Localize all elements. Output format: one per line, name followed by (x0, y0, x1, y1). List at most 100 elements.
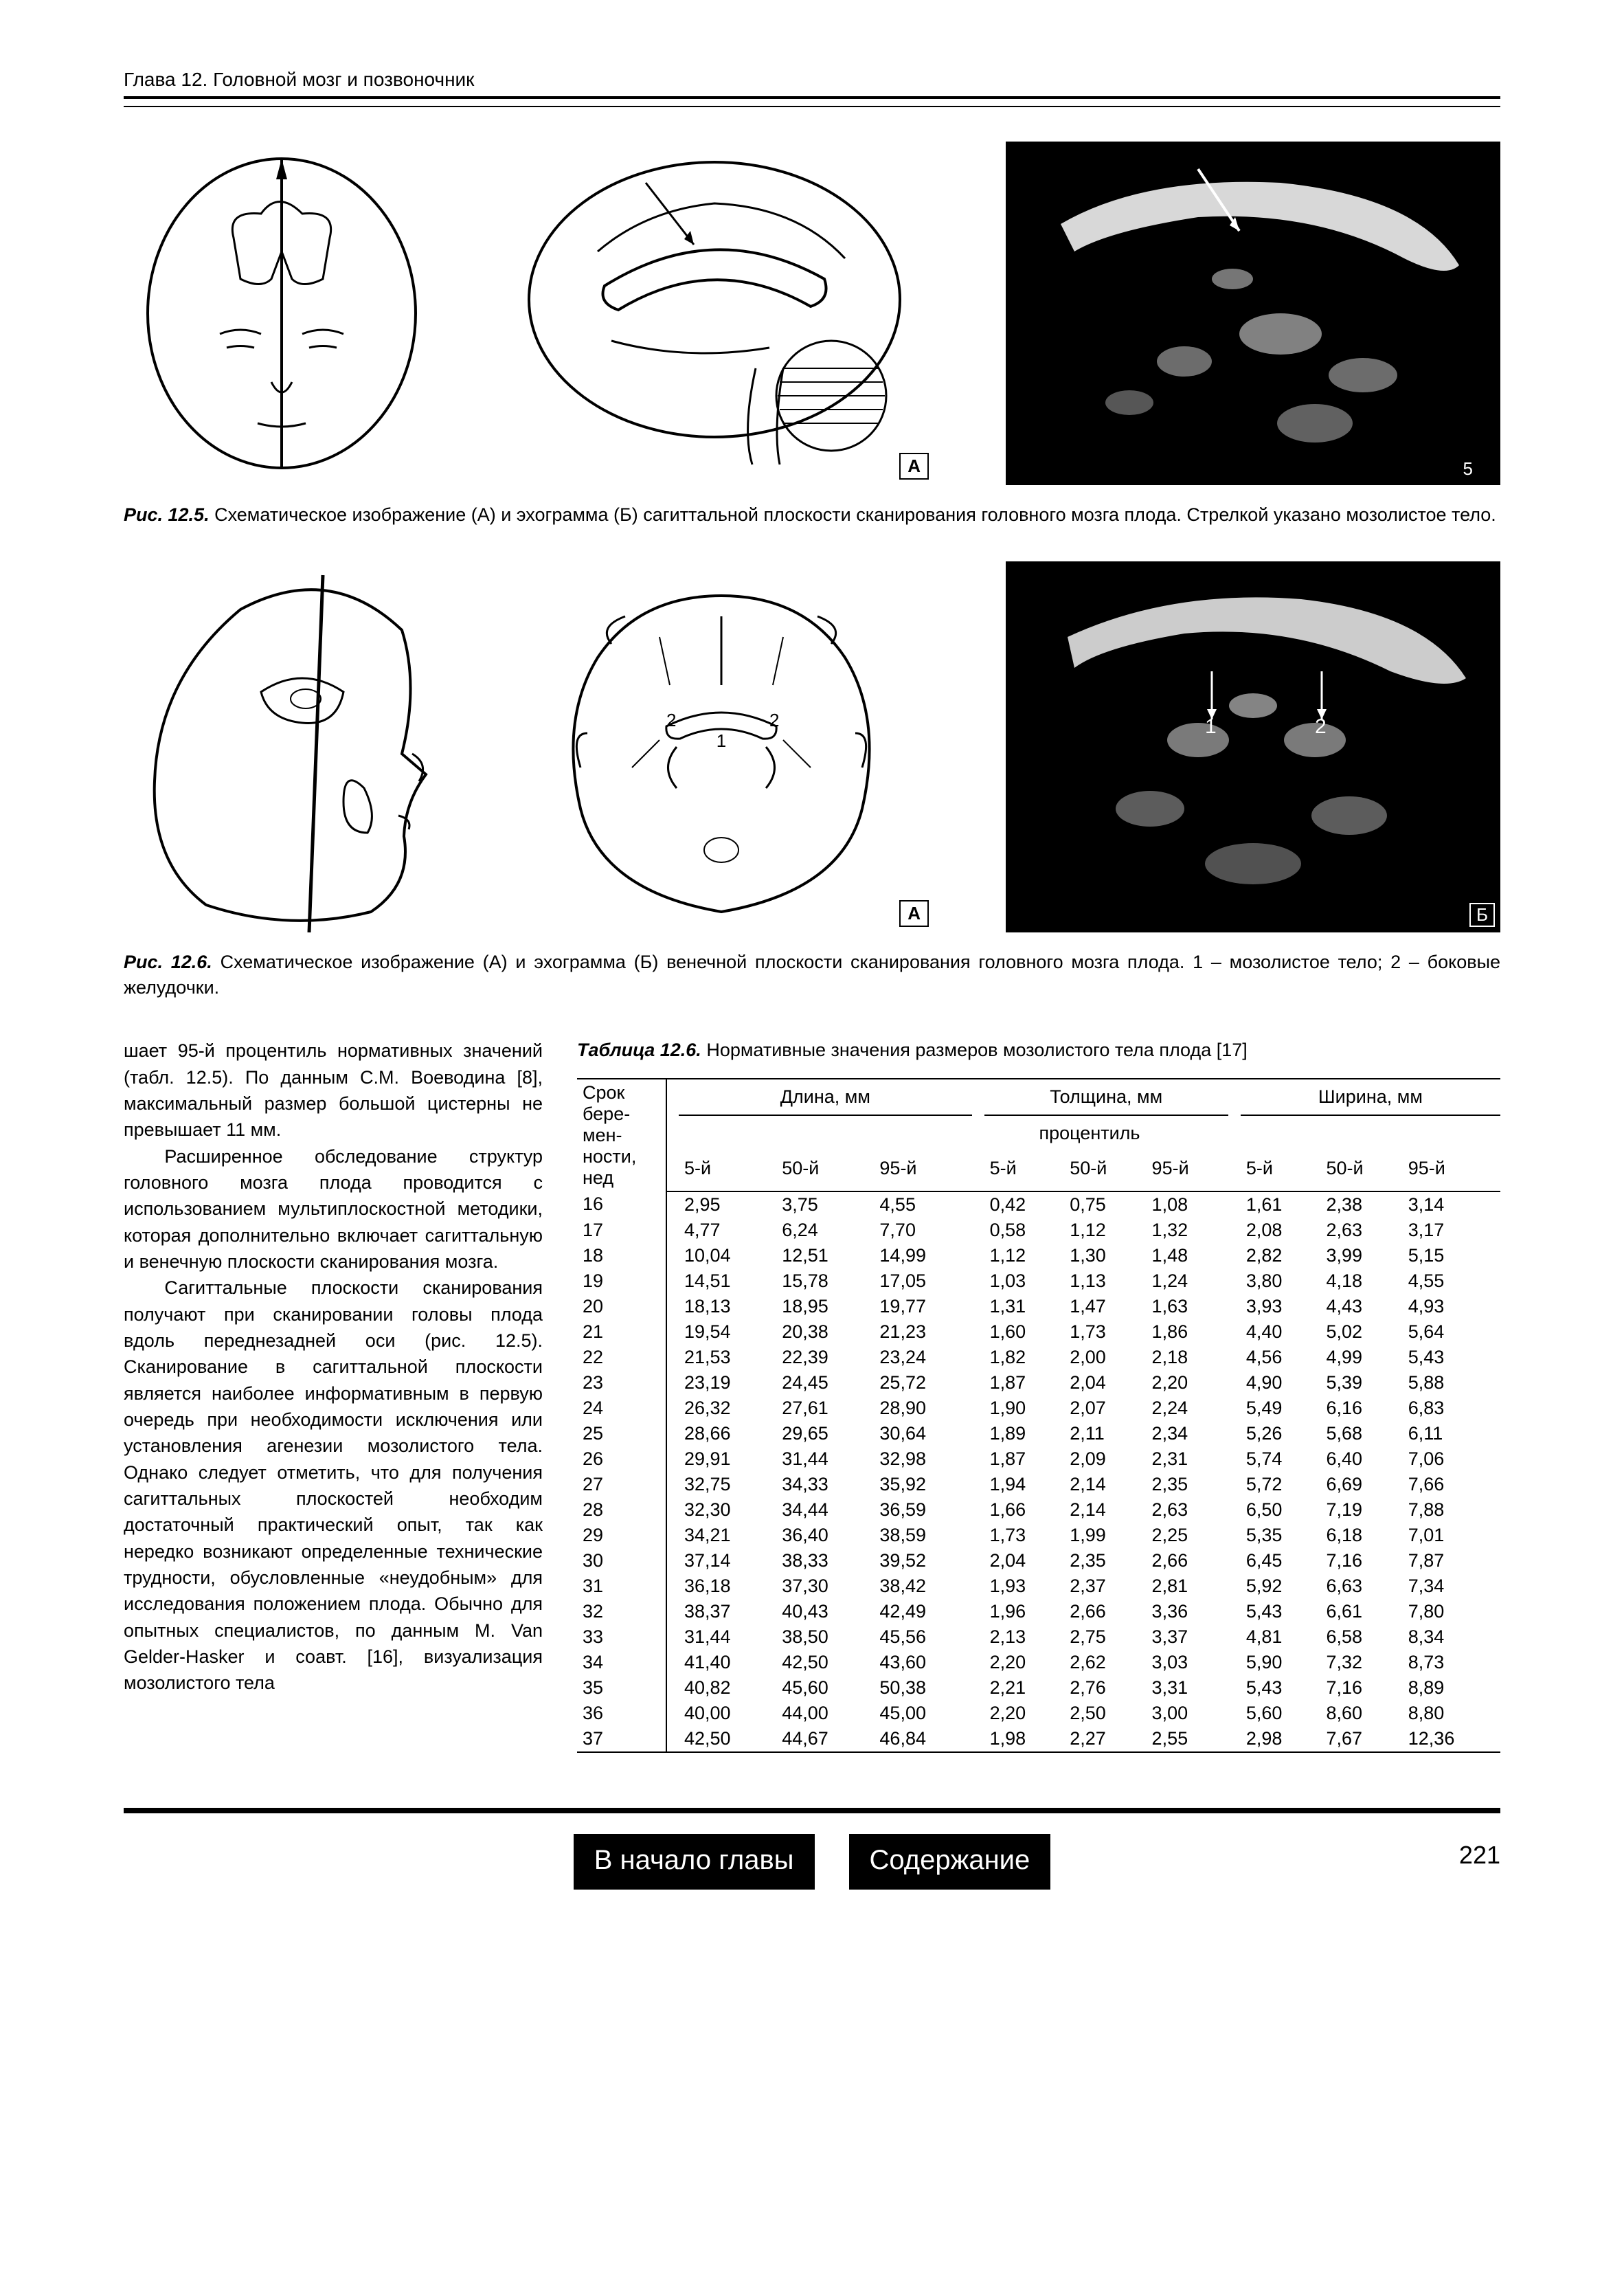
table-cell: 45,00 (874, 1701, 971, 1726)
th-l-50: 50-й (776, 1150, 874, 1191)
table-cell: 6,18 (1320, 1523, 1402, 1548)
table-cell: 40,00 (679, 1701, 776, 1726)
table-cell: 2,04 (1064, 1370, 1146, 1396)
th-l-5: 5-й (679, 1150, 776, 1191)
table-cell: 6,83 (1403, 1396, 1500, 1421)
table-cell: 1,98 (984, 1726, 1065, 1752)
table-cell: 28,66 (679, 1421, 776, 1446)
table-cell: 19 (577, 1268, 666, 1294)
body-text-column: шает 95-й процентиль нормативных значени… (124, 1038, 543, 1752)
table-cell: 23,24 (874, 1345, 971, 1370)
table-cell (972, 1345, 984, 1370)
table-cell: 2,55 (1147, 1726, 1228, 1752)
table-cell (666, 1472, 679, 1497)
table-cell: 1,90 (984, 1396, 1065, 1421)
table-cell: 7,16 (1320, 1675, 1402, 1701)
figure-12-6-caption-text: Схематическое изображение (А) и эхограмм… (124, 952, 1500, 997)
table-cell (666, 1675, 679, 1701)
table-cell: 2,37 (1064, 1574, 1146, 1599)
table-cell (1228, 1523, 1241, 1548)
table-cell: 5,60 (1241, 1701, 1321, 1726)
table-cell: 4,40 (1241, 1319, 1321, 1345)
table-cell: 3,99 (1320, 1243, 1402, 1268)
table-cell (666, 1446, 679, 1472)
table-cell: 2,63 (1147, 1497, 1228, 1523)
table-cell: 44,67 (776, 1726, 874, 1752)
table-row: 2323,1924,4525,721,872,042,204,905,395,8… (577, 1370, 1500, 1396)
table-cell: 32,30 (679, 1497, 776, 1523)
table-cell (666, 1599, 679, 1624)
table-cell: 1,47 (1064, 1294, 1146, 1319)
table-row: 3540,8245,6050,382,212,763,315,437,168,8… (577, 1675, 1500, 1701)
table-column: Таблица 12.6. Нормативные значения разме… (577, 1038, 1500, 1752)
table-cell: 2,21 (984, 1675, 1065, 1701)
content-row: шает 95-й процентиль нормативных значени… (124, 1038, 1500, 1752)
table-cell (666, 1421, 679, 1446)
figure-12-6-caption-label: Рис. 12.6. (124, 952, 212, 972)
table-cell: 5,43 (1241, 1675, 1321, 1701)
button-toc[interactable]: Содержание (849, 1834, 1051, 1890)
table-cell (666, 1319, 679, 1345)
table-row: 2732,7534,3335,921,942,142,355,726,697,6… (577, 1472, 1500, 1497)
table-cell: 34,44 (776, 1497, 874, 1523)
table-cell: 33 (577, 1624, 666, 1650)
table-row: 3238,3740,4342,491,962,663,365,436,617,8… (577, 1599, 1500, 1624)
table-cell: 5,49 (1241, 1396, 1321, 1421)
table-cell: 23,19 (679, 1370, 776, 1396)
table-cell: 2,66 (1064, 1599, 1146, 1624)
table-cell: 7,19 (1320, 1497, 1402, 1523)
table-cell (972, 1675, 984, 1701)
table-cell: 40,82 (679, 1675, 776, 1701)
table-cell (1228, 1345, 1241, 1370)
table-cell: 36 (577, 1701, 666, 1726)
table-cell: 0,75 (1064, 1191, 1146, 1218)
table-cell: 42,50 (776, 1650, 874, 1675)
table-cell (972, 1701, 984, 1726)
table-cell: 5,74 (1241, 1446, 1321, 1472)
table-12-6: Срок бере-мен-ности, нед Длина, мм Толщи… (577, 1078, 1500, 1753)
table-cell: 37,14 (679, 1548, 776, 1574)
table-cell: 1,63 (1147, 1294, 1228, 1319)
table-cell: 38,59 (874, 1523, 971, 1548)
button-chapter-start[interactable]: В начало главы (574, 1834, 815, 1890)
table-cell: 1,03 (984, 1268, 1065, 1294)
table-cell (1228, 1472, 1241, 1497)
table-cell: 20 (577, 1294, 666, 1319)
table-cell (666, 1624, 679, 1650)
table-row: 3742,5044,6746,841,982,272,552,987,6712,… (577, 1726, 1500, 1752)
table-cell: 6,61 (1320, 1599, 1402, 1624)
table-cell: 6,69 (1320, 1472, 1402, 1497)
table-cell: 1,48 (1147, 1243, 1228, 1268)
svg-text:1: 1 (717, 730, 726, 751)
table-row: 3037,1438,3339,522,042,352,666,457,167,8… (577, 1548, 1500, 1574)
table-cell: 2,20 (984, 1650, 1065, 1675)
table-cell (972, 1497, 984, 1523)
table-cell: 36,18 (679, 1574, 776, 1599)
table-cell: 23 (577, 1370, 666, 1396)
table-cell: 2,11 (1064, 1421, 1146, 1446)
table-cell: 5,72 (1241, 1472, 1321, 1497)
table-cell: 31,44 (776, 1446, 874, 1472)
table-row: 2221,5322,3923,241,822,002,184,564,995,4… (577, 1345, 1500, 1370)
table-cell: 1,87 (984, 1370, 1065, 1396)
table-cell (666, 1294, 679, 1319)
table-cell (666, 1191, 679, 1218)
table-cell: 1,96 (984, 1599, 1065, 1624)
table-cell: 8,89 (1403, 1675, 1500, 1701)
table-cell: 5,92 (1241, 1574, 1321, 1599)
table-cell (666, 1497, 679, 1523)
table-cell: 2,75 (1064, 1624, 1146, 1650)
table-cell (1228, 1319, 1241, 1345)
figure-12-5-label-num: 5 (1463, 458, 1473, 480)
table-cell: 15,78 (776, 1268, 874, 1294)
table-cell: 2,82 (1241, 1243, 1321, 1268)
table-cell: 5,35 (1241, 1523, 1321, 1548)
table-cell: 14,51 (679, 1268, 776, 1294)
table-cell (1228, 1599, 1241, 1624)
table-cell: 6,16 (1320, 1396, 1402, 1421)
table-cell: 2,08 (1241, 1218, 1321, 1243)
table-cell: 12,51 (776, 1243, 874, 1268)
table-cell: 2,34 (1147, 1421, 1228, 1446)
table-cell (666, 1701, 679, 1726)
table-cell: 37,30 (776, 1574, 874, 1599)
